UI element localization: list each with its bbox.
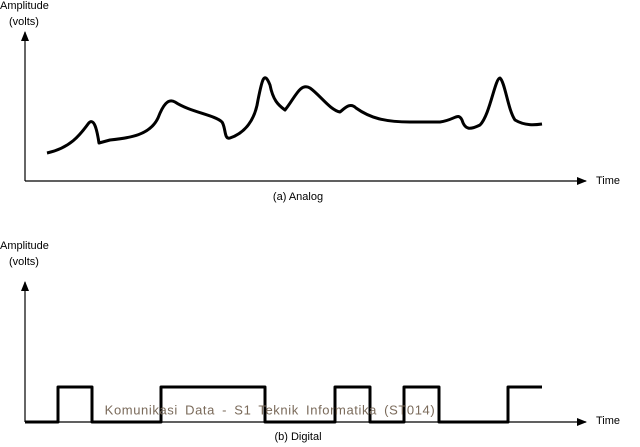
watermark: Komunikasi Data - S1 Teknik Informatika …	[105, 402, 436, 417]
caption: (b) Digital	[274, 431, 321, 443]
caption: (a) Analog	[273, 191, 323, 203]
y-axis-unit: (volts)	[9, 16, 39, 28]
x-axis-label: Time	[596, 175, 620, 187]
x-axis-label: Time	[596, 415, 620, 427]
y-axis-label: Amplitude	[0, 240, 49, 252]
analog-signal	[46, 76, 543, 155]
y-axis-unit: (volts)	[9, 256, 39, 268]
y-axis-label: Amplitude	[0, 0, 49, 12]
digital-signal	[25, 385, 542, 424]
